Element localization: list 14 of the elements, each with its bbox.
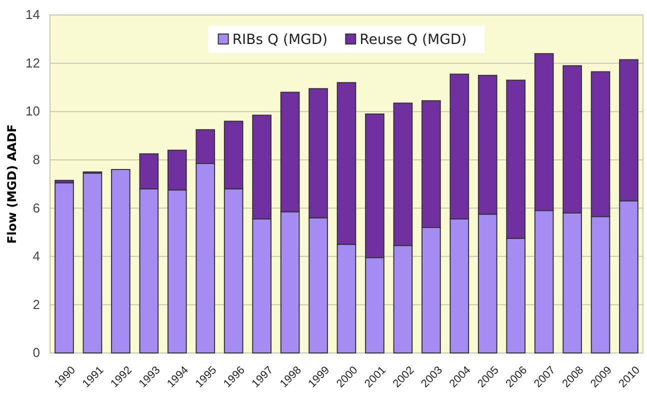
y-tick-label: 2 xyxy=(32,296,40,312)
y-tick-label: 0 xyxy=(32,345,40,360)
y-tick-label: 8 xyxy=(32,152,40,168)
y-axis-title: Flow (MGD) AADF xyxy=(5,124,19,244)
y-tick-label: 12 xyxy=(26,55,40,70)
y-tick-label: 10 xyxy=(26,104,40,119)
legend-label: Reuse Q (MGD) xyxy=(360,32,467,48)
bar xyxy=(111,169,130,354)
y-tick-label: 14 xyxy=(26,7,40,22)
legend-label: RIBs Q (MGD) xyxy=(232,32,328,48)
y-tick-label: 4 xyxy=(32,248,40,264)
bar xyxy=(54,182,74,354)
y-tick-label: 6 xyxy=(32,200,40,216)
bar xyxy=(82,172,102,354)
